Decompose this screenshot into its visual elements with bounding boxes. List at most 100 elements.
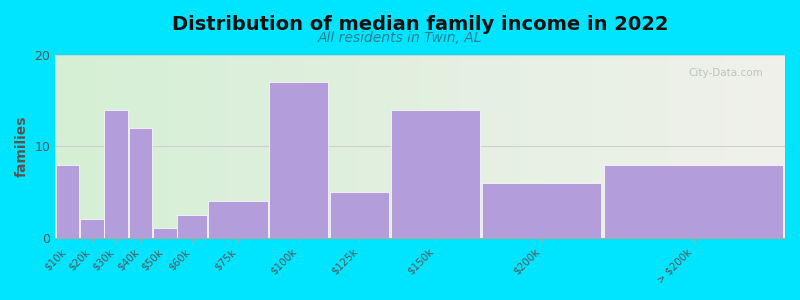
Bar xyxy=(176,55,179,238)
Bar xyxy=(110,55,114,238)
Bar xyxy=(330,192,389,238)
Bar xyxy=(366,55,369,238)
Bar xyxy=(427,55,431,238)
Bar xyxy=(752,55,756,238)
Bar xyxy=(384,55,387,238)
Bar xyxy=(238,55,242,238)
Bar xyxy=(263,55,267,238)
Bar xyxy=(269,82,328,238)
Bar xyxy=(628,55,632,238)
Bar xyxy=(675,55,679,238)
Bar xyxy=(329,55,333,238)
Bar xyxy=(70,55,74,238)
Bar xyxy=(774,55,778,238)
Bar xyxy=(537,55,541,238)
Bar xyxy=(165,55,168,238)
Bar xyxy=(570,55,574,238)
Bar xyxy=(336,55,340,238)
Bar xyxy=(150,55,154,238)
Bar xyxy=(178,215,207,238)
Bar xyxy=(274,55,278,238)
Bar xyxy=(782,55,785,238)
Bar xyxy=(574,55,577,238)
Bar xyxy=(369,55,373,238)
Bar xyxy=(398,55,402,238)
Bar xyxy=(114,55,118,238)
Bar xyxy=(475,55,478,238)
Bar xyxy=(249,55,252,238)
Bar xyxy=(347,55,351,238)
Y-axis label: families: families xyxy=(15,116,29,177)
Bar xyxy=(716,55,719,238)
Bar xyxy=(778,55,782,238)
Bar xyxy=(642,55,646,238)
Bar xyxy=(223,55,226,238)
Bar xyxy=(558,55,562,238)
Bar xyxy=(453,55,457,238)
Bar xyxy=(135,55,139,238)
Bar xyxy=(730,55,734,238)
Bar xyxy=(318,55,322,238)
Bar xyxy=(482,183,602,238)
Bar xyxy=(354,55,358,238)
Bar xyxy=(296,55,300,238)
Bar xyxy=(581,55,584,238)
Bar xyxy=(650,55,654,238)
Bar xyxy=(129,128,152,238)
Bar xyxy=(410,55,413,238)
Bar xyxy=(230,55,234,238)
Bar xyxy=(501,55,504,238)
Bar xyxy=(632,55,635,238)
Bar xyxy=(541,55,544,238)
Bar xyxy=(460,55,464,238)
Bar xyxy=(438,55,442,238)
Bar xyxy=(158,55,161,238)
Bar xyxy=(380,55,384,238)
Bar xyxy=(77,55,81,238)
Bar xyxy=(442,55,446,238)
Bar xyxy=(705,55,708,238)
Bar xyxy=(208,201,267,238)
Bar xyxy=(413,55,417,238)
Bar xyxy=(234,55,238,238)
Bar xyxy=(216,55,219,238)
Bar xyxy=(202,55,205,238)
Bar xyxy=(205,55,209,238)
Bar xyxy=(226,55,230,238)
Bar xyxy=(132,55,135,238)
Bar xyxy=(712,55,716,238)
Bar xyxy=(683,55,686,238)
Bar xyxy=(252,55,256,238)
Bar xyxy=(146,55,150,238)
Bar xyxy=(190,55,194,238)
Bar xyxy=(548,55,551,238)
Bar xyxy=(577,55,581,238)
Bar xyxy=(668,55,672,238)
Bar xyxy=(742,55,745,238)
Bar xyxy=(719,55,723,238)
Bar xyxy=(343,55,347,238)
Bar xyxy=(88,55,92,238)
Bar xyxy=(694,55,698,238)
Bar xyxy=(518,55,522,238)
Bar xyxy=(431,55,434,238)
Bar xyxy=(478,55,482,238)
Bar xyxy=(665,55,668,238)
Bar xyxy=(602,55,606,238)
Text: All residents in Twin, AL: All residents in Twin, AL xyxy=(318,32,482,46)
Bar xyxy=(584,55,588,238)
Bar xyxy=(278,55,282,238)
Bar xyxy=(738,55,742,238)
Bar xyxy=(85,55,88,238)
Bar xyxy=(307,55,310,238)
Bar xyxy=(143,55,146,238)
Bar xyxy=(434,55,438,238)
Bar xyxy=(679,55,683,238)
Bar xyxy=(606,55,610,238)
Bar xyxy=(303,55,307,238)
Bar xyxy=(81,55,85,238)
Bar xyxy=(654,55,658,238)
Bar xyxy=(766,55,770,238)
Bar xyxy=(635,55,639,238)
Bar xyxy=(55,164,79,238)
